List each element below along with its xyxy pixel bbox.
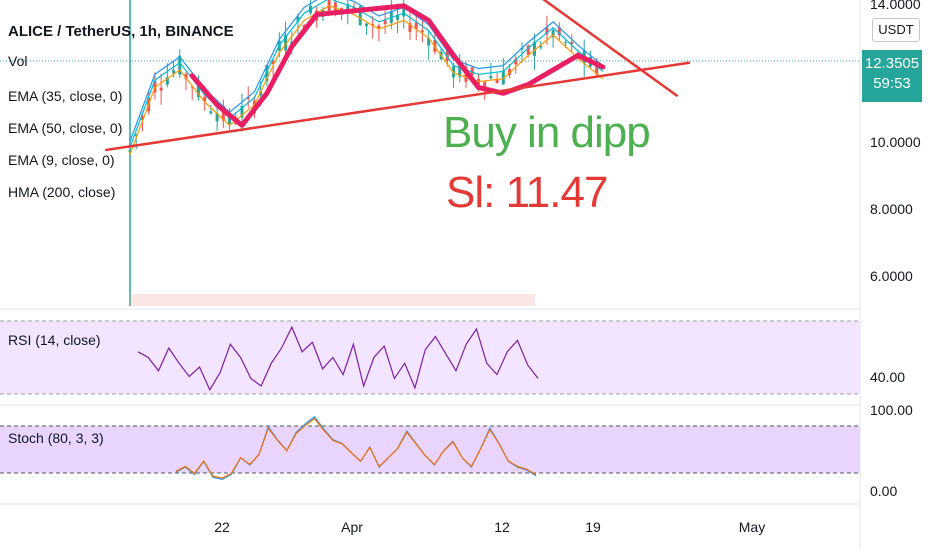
candle-body	[128, 150, 132, 152]
candle-body	[340, 7, 344, 10]
candle-body	[203, 96, 207, 102]
candle-body	[545, 27, 549, 35]
stoch-layer	[175, 415, 537, 481]
stoch-tick-0: 0.00	[870, 483, 898, 499]
candle-body	[564, 42, 568, 44]
volume-bars	[130, 294, 535, 306]
candle-body	[215, 112, 219, 122]
candle-body	[526, 45, 530, 55]
rsi-layer	[137, 325, 539, 392]
candle-body	[184, 73, 188, 79]
candle-body	[396, 14, 400, 20]
candle-body	[514, 58, 518, 65]
rsi-tick-40: 40.00	[870, 369, 906, 385]
candle-body	[414, 22, 418, 29]
stoch-tick-100: 100.00	[870, 402, 913, 418]
candle-body	[495, 78, 499, 83]
rsi-band	[0, 321, 860, 394]
candle-body	[265, 65, 269, 82]
price-tick-8: 8.0000	[870, 201, 913, 217]
date-tick-19: 19	[585, 519, 601, 535]
indicator-ema-9[interactable]: EMA (9, close, 0)	[8, 152, 115, 168]
candle-body	[483, 81, 487, 89]
candle-body	[172, 70, 176, 74]
hma-layer	[189, 3, 606, 128]
date-tick-12: 12	[494, 519, 510, 535]
candle-body	[570, 41, 574, 44]
candle-body	[420, 30, 424, 32]
candle-body	[371, 23, 375, 26]
ema-9-line	[129, 5, 604, 155]
candle-body	[209, 111, 213, 114]
candle-body	[408, 23, 412, 32]
candle-body	[402, 6, 406, 17]
candle-body	[153, 80, 157, 93]
trendline-support	[104, 61, 691, 152]
candle-body	[458, 62, 462, 77]
candle-body	[489, 75, 493, 79]
candle-body	[271, 60, 275, 65]
hma-200-line	[189, 3, 606, 128]
candle-body	[134, 134, 138, 137]
candle-body	[159, 87, 163, 91]
candle-body	[452, 66, 456, 78]
stoch-d-line	[175, 417, 537, 479]
indicator-hma-200[interactable]: HMA (200, close)	[8, 184, 116, 200]
candle-body	[196, 82, 200, 98]
price-tick-6: 6.0000	[870, 268, 913, 284]
trendline-resistance	[542, 0, 679, 98]
currency-badge[interactable]: USDT	[872, 18, 920, 42]
candle-body	[246, 97, 250, 99]
candle-body	[240, 105, 244, 118]
candle-countdown: 59:53	[873, 75, 911, 92]
candle-body	[228, 114, 232, 124]
candle-body	[165, 77, 169, 85]
candle-body	[427, 38, 431, 46]
candle-body	[377, 25, 381, 29]
price-tick-14: 14.0000	[870, 0, 921, 12]
indicator-ema-50[interactable]: EMA (50, close, 0)	[8, 120, 123, 136]
annotation-buy: Buy in dipp	[443, 108, 651, 157]
current-price-badge: 12.3505 59:53	[862, 50, 922, 102]
candle-body	[296, 16, 300, 22]
candle-body	[284, 34, 288, 51]
indicator-vol[interactable]: Vol	[8, 53, 28, 69]
candle-body	[358, 6, 362, 26]
date-tick-apr: Apr	[341, 519, 363, 535]
candle-body	[595, 61, 599, 75]
candle-body	[445, 50, 449, 61]
candle-body	[539, 45, 543, 48]
date-tick-22: 22	[214, 519, 230, 535]
chart-title: ALICE / TetherUS, 1h, BINANCE	[8, 23, 234, 40]
candle-body	[259, 91, 263, 96]
candle-body	[470, 67, 474, 75]
candle-body	[532, 42, 536, 56]
rsi-line	[137, 325, 539, 392]
candle-body	[551, 30, 555, 38]
annotation-stoploss: Sl: 11.47	[446, 168, 608, 217]
current-price: 12.3505	[864, 55, 920, 72]
candle-body	[364, 23, 368, 27]
candle-body	[190, 86, 194, 88]
candle-body	[140, 115, 144, 121]
candle-body	[178, 55, 182, 75]
stoch-label[interactable]: Stoch (80, 3, 3)	[8, 430, 104, 446]
trendline-layer	[104, 0, 691, 152]
candle-body	[346, 3, 350, 11]
indicator-ema-35[interactable]: EMA (35, close, 0)	[8, 88, 123, 104]
candle-body	[501, 70, 505, 85]
date-tick-may: May	[738, 519, 766, 535]
candle-body	[383, 20, 387, 25]
price-tick-10: 10.0000	[870, 134, 921, 150]
candle-body	[557, 27, 561, 36]
rsi-label[interactable]: RSI (14, close)	[8, 332, 101, 348]
candle-body	[221, 105, 225, 121]
stoch-band	[0, 426, 860, 473]
